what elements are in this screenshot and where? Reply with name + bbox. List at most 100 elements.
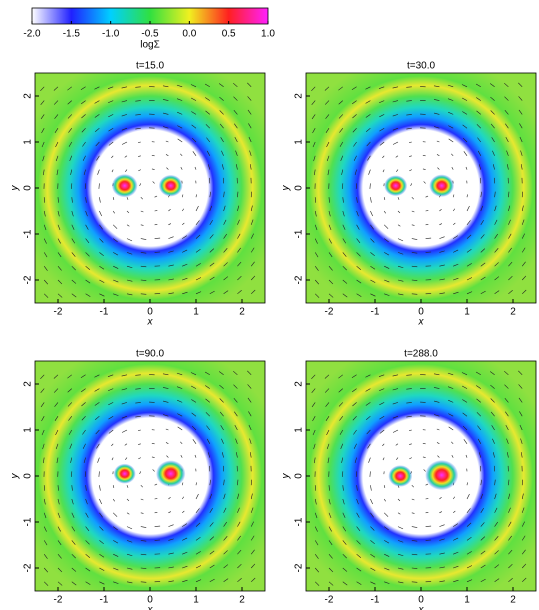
velocity-arrow: [462, 412, 468, 417]
velocity-arrow: [140, 238, 147, 240]
velocity-arrow: [370, 210, 373, 217]
velocity-arrow: [425, 210, 429, 212]
x-tick-label: 0: [418, 307, 424, 318]
velocity-arrow: [379, 127, 385, 132]
velocity-arrow: [152, 181, 155, 184]
velocity-arrow: [466, 263, 472, 267]
velocity-arrow: [57, 581, 63, 586]
velocity-arrow: [237, 233, 241, 239]
velocity-arrow: [71, 485, 73, 491]
velocity-arrow: [85, 540, 90, 545]
velocity-arrow: [195, 508, 200, 513]
velocity-arrow: [67, 86, 72, 91]
velocity-arrow: [312, 128, 316, 134]
velocity-arrow: [480, 262, 486, 267]
velocity-arrow: [154, 483, 158, 486]
velocity-arrow: [233, 384, 238, 389]
velocity-arrow: [494, 493, 497, 500]
velocity-arrow: [521, 261, 526, 267]
velocity-arrow: [248, 123, 252, 129]
x-axis-label: x: [147, 605, 154, 610]
velocity-arrow: [108, 127, 114, 132]
velocity-arrow: [465, 454, 468, 458]
velocity-arrow: [383, 485, 386, 488]
velocity-arrow: [205, 110, 210, 115]
velocity-arrow: [99, 252, 104, 257]
colorbar-tick-label: 0.5: [222, 29, 236, 40]
disk: [35, 73, 265, 303]
velocity-arrow: [339, 429, 344, 435]
velocity-arrow: [190, 385, 197, 389]
velocity-arrow: [126, 252, 133, 255]
velocity-arrow: [314, 498, 317, 505]
velocity-arrow: [356, 581, 362, 585]
velocity-arrow: [249, 150, 252, 156]
velocity-arrow: [140, 196, 143, 200]
velocity-arrow: [356, 265, 362, 270]
y-tick-label: 0: [294, 473, 305, 479]
velocity-arrow: [234, 411, 238, 417]
velocity-arrow: [494, 276, 500, 281]
velocity-arrow: [325, 114, 330, 119]
velocity-arrow: [490, 398, 495, 403]
velocity-arrow: [406, 100, 412, 102]
velocity-arrow: [314, 279, 320, 285]
velocity-arrow: [113, 279, 119, 283]
velocity-arrow: [85, 526, 90, 532]
velocity-arrow: [43, 238, 47, 244]
velocity-arrow: [328, 224, 332, 231]
velocity-arrow: [111, 443, 114, 447]
velocity-arrow: [140, 252, 147, 254]
velocity-arrow: [508, 549, 513, 555]
velocity-arrow: [342, 252, 347, 257]
velocity-arrow: [219, 384, 224, 389]
velocity-arrow: [508, 275, 513, 281]
velocity-arrow: [67, 100, 73, 105]
velocity-arrow: [57, 498, 60, 505]
velocity-arrow: [191, 137, 197, 143]
velocity-arrow: [126, 279, 133, 282]
velocity-arrow: [126, 581, 133, 584]
velocity-arrow: [168, 209, 171, 212]
velocity-arrow: [138, 169, 141, 172]
velocity-arrow: [121, 86, 128, 89]
velocity-arrow: [314, 293, 320, 298]
velocity-arrow: [237, 521, 241, 527]
velocity-arrow: [311, 388, 316, 394]
velocity-arrow: [68, 141, 73, 147]
velocity-arrow: [95, 141, 100, 147]
velocity-arrow: [162, 99, 169, 101]
velocity-arrow: [223, 276, 229, 281]
velocity-arrow: [43, 210, 46, 217]
velocity-arrow: [40, 114, 45, 120]
velocity-arrow: [422, 456, 426, 458]
velocity-arrow: [453, 249, 459, 253]
velocity-arrow: [370, 238, 375, 243]
velocity-arrow: [140, 526, 147, 528]
velocity-arrow: [195, 234, 201, 239]
binary-star: [158, 174, 183, 197]
velocity-arrow: [233, 96, 238, 101]
velocity-arrow: [181, 194, 184, 198]
velocity-arrow: [85, 265, 91, 270]
velocity-arrow: [490, 110, 495, 115]
velocity-arrow: [99, 238, 104, 243]
velocity-arrow: [521, 549, 526, 555]
velocity-arrow: [43, 554, 48, 559]
velocity-arrow: [250, 261, 255, 267]
velocity-arrow: [223, 550, 228, 555]
velocity-arrow: [494, 507, 498, 513]
velocity-arrow: [326, 429, 330, 436]
velocity-arrow: [342, 210, 345, 217]
velocity-arrow: [466, 277, 473, 281]
velocity-arrow: [168, 511, 172, 514]
velocity-arrow: [521, 289, 527, 295]
velocity-arrow: [67, 374, 72, 379]
velocity-arrow: [248, 424, 252, 431]
velocity-arrow: [121, 388, 128, 391]
velocity-arrow: [466, 493, 470, 500]
velocity-arrow: [508, 233, 512, 239]
velocity-arrow: [55, 443, 59, 450]
velocity-arrow: [439, 497, 442, 500]
velocity-arrow: [209, 479, 211, 486]
